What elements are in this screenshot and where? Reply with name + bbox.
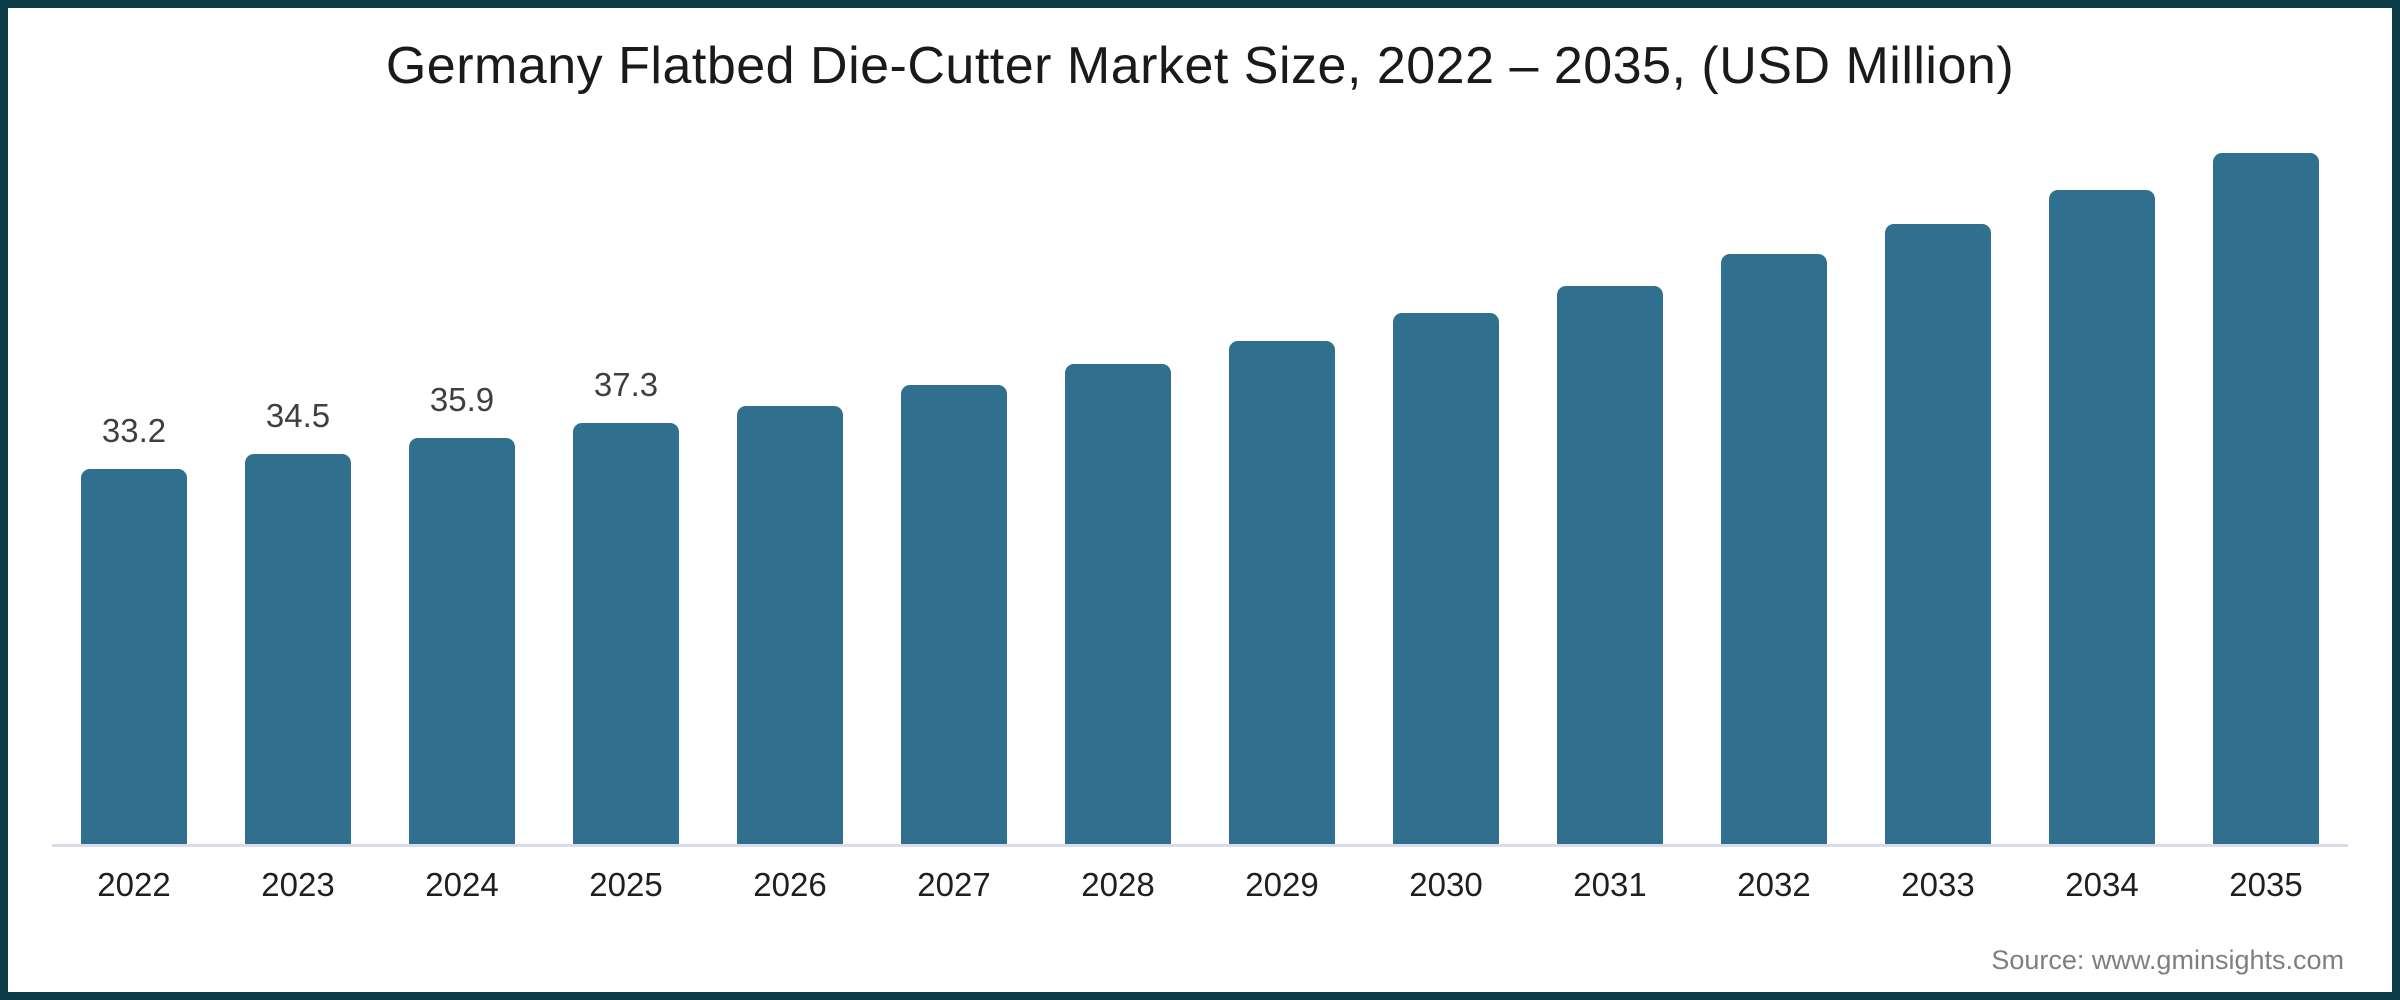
bar-slot-2026 <box>708 104 872 844</box>
bar-2022 <box>81 469 187 844</box>
bar-2024 <box>409 438 515 844</box>
bar-2034 <box>2049 190 2155 844</box>
x-axis-label-2034: 2034 <box>2065 866 2139 903</box>
bar-2029 <box>1229 341 1335 844</box>
bar-slot-2023: 34.5 <box>216 104 380 844</box>
bar-2027 <box>901 385 1007 844</box>
bar-2032 <box>1721 254 1827 844</box>
bar-2026 <box>737 406 843 844</box>
bar-2028 <box>1065 364 1171 844</box>
bar-value-label-2024: 35.9 <box>429 381 495 418</box>
bar-slot-2024: 35.9 <box>380 104 544 844</box>
x-axis-label-2023: 2023 <box>261 866 335 903</box>
x-axis-label-2029: 2029 <box>1245 866 1319 903</box>
x-axis-label-2031: 2031 <box>1573 866 1647 903</box>
bar-2035 <box>2213 153 2319 844</box>
x-axis-labels: 2022 2023 2024 2025 2026 2027 2028 2029 2030 2031… <box>52 866 2348 904</box>
bar-slot-2027 <box>872 104 1036 844</box>
x-axis-label-2025: 2025 <box>589 866 663 903</box>
bar-slot-2029 <box>1200 104 1364 844</box>
bar-slot-2031 <box>1528 104 1692 844</box>
x-axis-label-2032: 2032 <box>1737 866 1811 903</box>
bar-slot-2025: 37.3 <box>544 104 708 844</box>
bar-slot-2028 <box>1036 104 1200 844</box>
x-axis-label-2022: 2022 <box>97 866 171 903</box>
bar-value-label-2023: 34.5 <box>265 397 331 434</box>
bar-value-label-2022: 33.2 <box>101 412 167 449</box>
bar-slot-2030 <box>1364 104 1528 844</box>
bar-slot-2032 <box>1692 104 1856 844</box>
x-axis-label-2033: 2033 <box>1901 866 1975 903</box>
chart-title: Germany Flatbed Die-Cutter Market Size, … <box>385 37 2015 95</box>
x-axis-label-2027: 2027 <box>917 866 991 903</box>
bar-slot-2033 <box>1856 104 2020 844</box>
bar-2033 <box>1885 224 1991 844</box>
bar-2031 <box>1557 286 1663 844</box>
source-attribution: Source: www.gminsights.com <box>1991 945 2344 975</box>
bar-2023 <box>245 454 351 844</box>
bar-2030 <box>1393 313 1499 844</box>
bar-value-label-2025: 37.3 <box>593 366 659 403</box>
bar-slot-2035 <box>2184 104 2348 844</box>
x-axis-label-2024: 2024 <box>425 866 499 903</box>
x-axis-label-2030: 2030 <box>1409 866 1483 903</box>
x-axis-label-2026: 2026 <box>753 866 827 903</box>
x-axis-label-2035: 2035 <box>2229 866 2303 903</box>
x-axis-label-2028: 2028 <box>1081 866 1155 903</box>
bar-2025 <box>573 423 679 844</box>
bar-chart-plot-area: 33.2 34.5 35.9 37.3 <box>52 104 2348 847</box>
bar-slot-2022: 33.2 <box>52 104 216 844</box>
bar-slot-2034 <box>2020 104 2184 844</box>
